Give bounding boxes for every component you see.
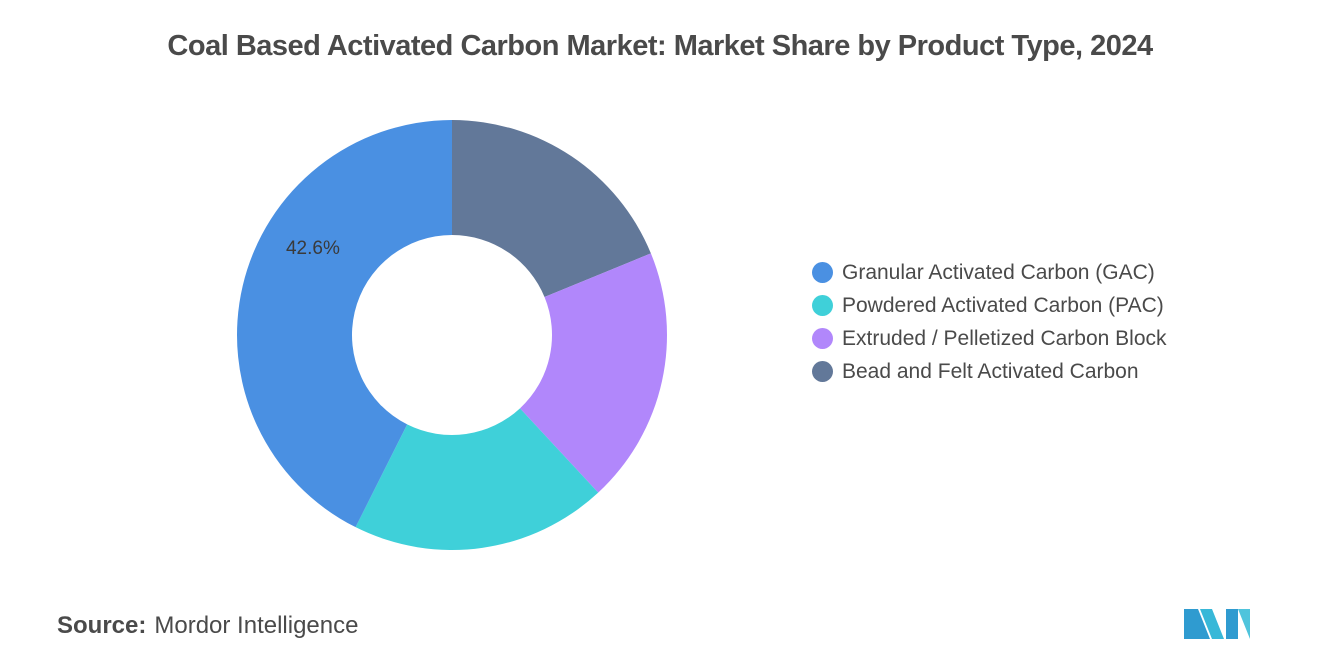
data-label: 42.6% [286, 238, 340, 259]
legend-label: Granular Activated Carbon (GAC) [842, 260, 1155, 284]
mordor-intelligence-logo-icon [1184, 609, 1250, 639]
chart-title: Coal Based Activated Carbon Market: Mark… [167, 30, 1153, 62]
donut-slice-granular-activated-carbon-gac [237, 120, 452, 528]
donut-chart: 42.6% [237, 120, 668, 550]
source-label: Source: [57, 612, 147, 639]
donut-slice-powdered-activated-carbon-pac [355, 408, 599, 550]
donut-slice-extruded-pelletized-carbon-block [519, 253, 668, 493]
legend-swatch [812, 328, 833, 349]
legend-label: Bead and Felt Activated Carbon [842, 359, 1139, 383]
source-line: Source: Mordor Intelligence [57, 612, 358, 640]
legend-swatch [812, 262, 833, 283]
legend-swatch [812, 295, 833, 316]
donut-slice-bead-and-felt-activated-carbon [452, 120, 651, 298]
source-text: Mordor Intelligence [154, 612, 359, 639]
legend-item: Powdered Activated Carbon (PAC) [812, 289, 1167, 322]
legend-item: Granular Activated Carbon (GAC) [812, 256, 1167, 289]
legend-item: Extruded / Pelletized Carbon Block [812, 322, 1167, 355]
legend-label: Powdered Activated Carbon (PAC) [842, 293, 1164, 317]
legend-swatch [812, 361, 833, 382]
legend-label: Extruded / Pelletized Carbon Block [842, 326, 1167, 350]
legend-item: Bead and Felt Activated Carbon [812, 355, 1167, 388]
legend: Granular Activated Carbon (GAC) Powdered … [812, 256, 1167, 388]
